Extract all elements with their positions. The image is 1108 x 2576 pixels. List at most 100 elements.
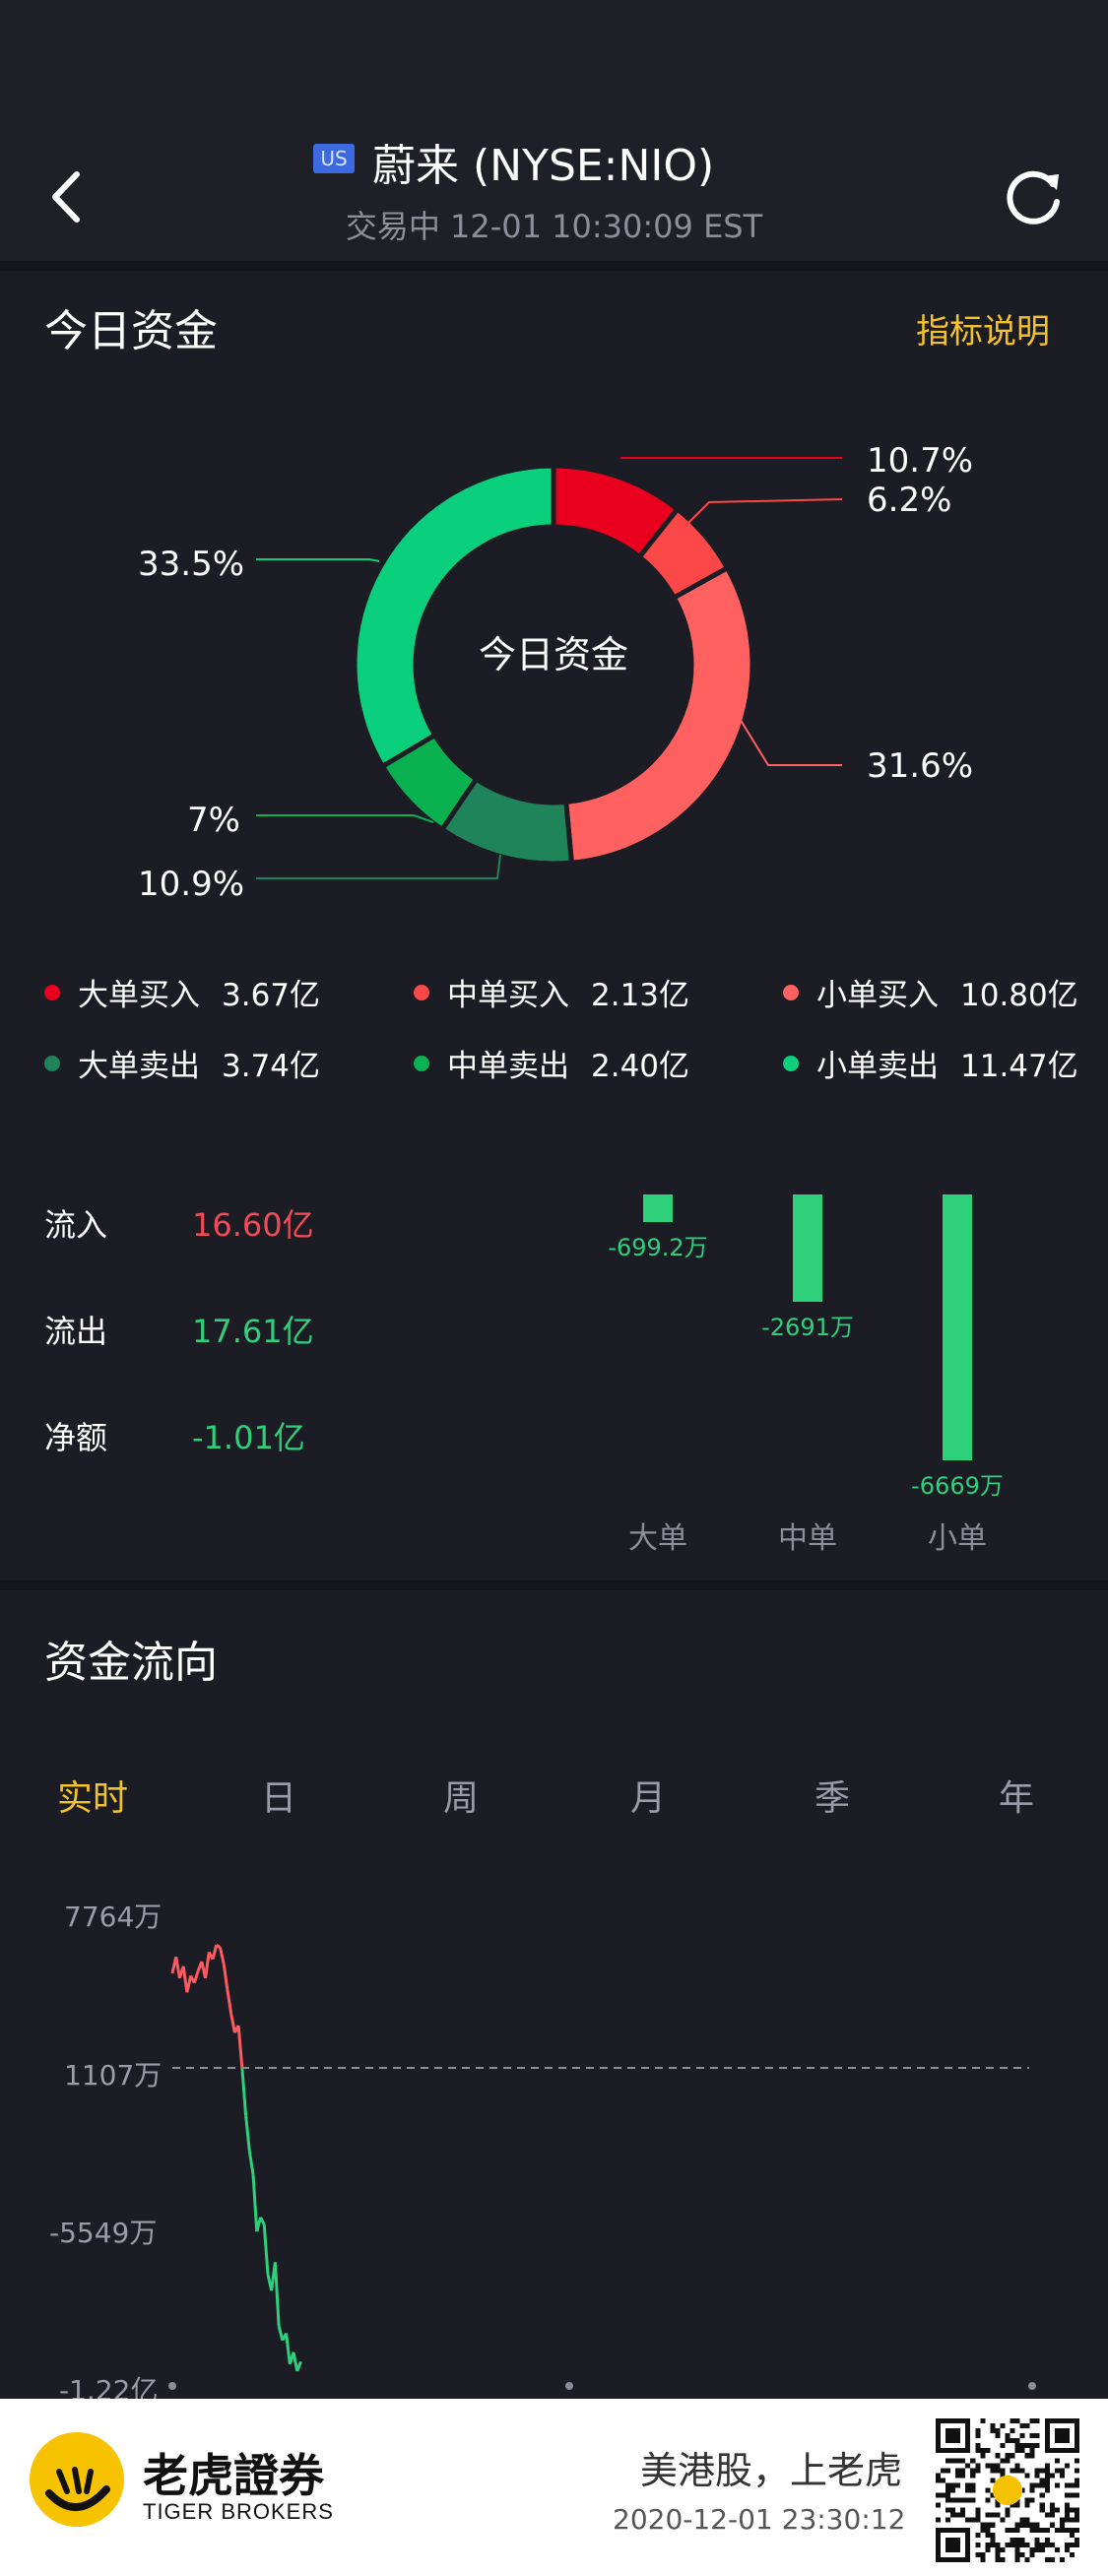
- screenshot-timestamp: 2020-12-01 23:30:12: [613, 2503, 906, 2536]
- tiger-logo-icon: [30, 2432, 124, 2527]
- legend-large-buy: 大单买入 3.67亿: [44, 970, 320, 1014]
- leader-line: [256, 558, 380, 562]
- legend-name: 小单买入: [816, 978, 939, 1013]
- brand-name-en: TIGER BROKERS: [143, 2499, 334, 2524]
- flow-line-segment: [222, 1964, 229, 1991]
- x-axis-dot: [168, 2382, 176, 2390]
- legend-name: 小单卖出: [816, 1049, 939, 1084]
- inflow-value: 16.60亿: [192, 1206, 314, 1244]
- flow-line-segment: [211, 1944, 219, 1961]
- slice-small-sell: [352, 463, 556, 770]
- market-badge: US: [313, 144, 355, 173]
- legend-value: 2.13亿: [591, 978, 690, 1013]
- legend-value: 11.47亿: [960, 1049, 1078, 1084]
- flow-line-segment: [229, 2013, 236, 2033]
- legend-medium-sell: 中单卖出 2.40亿: [414, 1041, 689, 1085]
- bar-large-order: [643, 1194, 673, 1223]
- flow-line-segment: [181, 1965, 189, 1993]
- trading-status: 交易中 12-01 10:30:09 EST: [345, 208, 763, 245]
- flow-line-segment: [174, 1956, 181, 1979]
- donut-center-label: 今日资金: [479, 633, 628, 676]
- bar-value-medium: -2691万: [761, 1313, 854, 1341]
- flow-line-segment: [244, 2115, 251, 2152]
- bar-small-order: [943, 1194, 972, 1460]
- flow-line-segment: [285, 2333, 292, 2364]
- section-title-today-funds: 今日资金: [44, 306, 218, 356]
- tab-day[interactable]: 日: [260, 1778, 296, 1819]
- tab-realtime[interactable]: 实时: [56, 1778, 128, 1819]
- legend-value: 10.80亿: [960, 978, 1078, 1013]
- legend-name: 大单买入: [78, 978, 200, 1013]
- flow-line-segment: [215, 1943, 222, 1949]
- pct-label-medium-buy: 6.2%: [867, 481, 952, 520]
- legend-value: 3.74亿: [222, 1049, 321, 1084]
- flow-line-segment: [277, 2325, 285, 2342]
- pct-label-large-buy: 10.7%: [867, 441, 974, 481]
- legend-dot: [783, 984, 799, 1000]
- flow-line-segment: [226, 1989, 233, 2015]
- bar-value-small: -6669万: [911, 1472, 1004, 1500]
- outflow-label: 流出: [44, 1313, 108, 1350]
- refresh-icon[interactable]: [1000, 162, 1069, 231]
- bar-category-medium: 中单: [778, 1521, 837, 1556]
- qr-code-icon: [936, 2418, 1079, 2562]
- back-arrow-icon[interactable]: [39, 162, 98, 231]
- legend-dot: [44, 1055, 60, 1071]
- leader-line: [679, 498, 843, 533]
- bar-value-large: -699.2万: [608, 1234, 708, 1262]
- tab-year[interactable]: 年: [998, 1778, 1034, 1819]
- pct-label-small-sell: 33.5%: [138, 545, 245, 584]
- legend-dot: [414, 1055, 429, 1071]
- pct-label-large-sell: 10.9%: [138, 865, 245, 904]
- flow-line-segment: [295, 2360, 302, 2372]
- legend-dot: [414, 984, 429, 1000]
- flow-line-segment: [259, 2217, 266, 2225]
- legend-large-sell: 大单卖出 3.74亿: [44, 1041, 320, 1085]
- bar-category-small: 小单: [928, 1521, 987, 1556]
- top-bar: US 蔚来 (NYSE:NIO) 交易中 12-01 10:30:09 EST: [0, 0, 1108, 261]
- flow-line-segment: [192, 1970, 200, 1984]
- divider: [0, 261, 1108, 271]
- donut-chart: 今日资金: [256, 457, 843, 879]
- slice-small-buy: [563, 564, 755, 866]
- x-axis-dot: [1028, 2382, 1036, 2390]
- outflow-value: 17.61亿: [192, 1313, 314, 1350]
- flow-line-segment: [204, 1952, 211, 1979]
- footer-banner: [0, 2399, 1108, 2576]
- inflow-label: 流入: [44, 1206, 108, 1244]
- flow-line-segment: [236, 2025, 244, 2069]
- section-title-fund-flow: 资金流向: [44, 1638, 218, 1688]
- y-tick-label: -5549万: [49, 2217, 158, 2249]
- x-axis-dot: [565, 2382, 573, 2390]
- fund-flow-line-chart: [168, 1943, 1036, 2390]
- y-tick-label: 1107万: [64, 2059, 163, 2092]
- legend-name: 中单买入: [447, 978, 569, 1013]
- flow-line-segment: [240, 2068, 248, 2116]
- flow-line-segment: [219, 1947, 226, 1964]
- flow-line-segment: [247, 2151, 255, 2175]
- y-tick-label: 7764万: [64, 1900, 163, 1933]
- leader-line: [256, 854, 501, 879]
- legend-medium-buy: 中单买入 2.13亿: [414, 970, 689, 1014]
- slogan: 美港股，上老虎: [640, 2449, 903, 2492]
- legend-name: 大单卖出: [78, 1049, 200, 1084]
- pct-label-small-buy: 31.6%: [867, 746, 974, 786]
- legend-value: 3.67亿: [222, 978, 321, 1013]
- leader-line: [256, 814, 434, 823]
- tab-month[interactable]: 月: [629, 1778, 666, 1819]
- bar-medium-order: [793, 1194, 822, 1302]
- brand-name-cn: 老虎證券: [143, 2449, 324, 2502]
- legend-value: 2.40亿: [591, 1049, 690, 1084]
- tab-quarter[interactable]: 季: [814, 1778, 850, 1819]
- indicator-explanation-link[interactable]: 指标说明: [916, 312, 1050, 352]
- flow-line-segment: [255, 2217, 262, 2232]
- flow-line-segment: [262, 2223, 270, 2275]
- tab-week[interactable]: 周: [442, 1778, 479, 1819]
- legend-dot: [44, 984, 60, 1000]
- pct-label-medium-sell: 7%: [187, 801, 240, 840]
- net-value: -1.01亿: [192, 1419, 305, 1456]
- divider: [0, 1580, 1108, 1590]
- leader-line: [733, 708, 842, 766]
- flow-line-segment: [251, 2174, 259, 2232]
- legend-small-sell: 小单卖出 11.47亿: [783, 1041, 1078, 1085]
